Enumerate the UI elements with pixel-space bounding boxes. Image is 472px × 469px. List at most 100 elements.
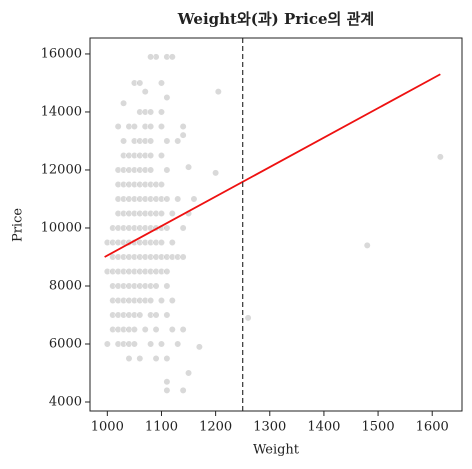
point: [174, 137, 182, 145]
point: [109, 296, 117, 305]
point: [136, 209, 144, 218]
point: [141, 209, 149, 218]
point: [147, 122, 155, 131]
point: [163, 378, 171, 386]
point: [363, 241, 371, 249]
chart-title: Weight와(과) Price의 관계: [177, 10, 374, 28]
point: [163, 195, 171, 203]
point: [179, 224, 187, 232]
point: [119, 282, 128, 290]
point: [125, 180, 133, 189]
point: [152, 253, 160, 261]
point: [103, 267, 111, 276]
point: [141, 180, 149, 189]
point: [119, 311, 128, 319]
point: [136, 354, 144, 363]
point: [147, 253, 155, 261]
point: [130, 151, 139, 160]
point: [147, 209, 155, 218]
point: [168, 209, 176, 218]
point: [136, 166, 144, 174]
point: [168, 325, 176, 334]
point: [141, 108, 149, 116]
y-tick-label: 10000: [41, 220, 82, 235]
point: [130, 340, 139, 348]
point: [152, 325, 160, 334]
point: [141, 122, 149, 131]
point: [130, 267, 139, 276]
point: [136, 238, 144, 247]
point: [195, 343, 203, 351]
point: [163, 166, 171, 174]
x-tick-label: 1100: [145, 420, 178, 435]
point: [157, 195, 166, 203]
point: [179, 253, 187, 261]
point: [152, 311, 160, 319]
point: [157, 209, 166, 218]
point: [114, 340, 122, 348]
x-tick-label: 1400: [307, 420, 340, 435]
point: [147, 340, 155, 348]
point: [119, 137, 128, 145]
point: [157, 108, 166, 116]
point: [174, 340, 182, 348]
point: [119, 166, 128, 174]
point: [157, 238, 166, 247]
point: [214, 88, 222, 96]
point: [136, 108, 144, 116]
point: [130, 282, 139, 290]
point: [114, 325, 122, 334]
point: [130, 137, 139, 145]
point: [114, 253, 122, 261]
point: [114, 267, 122, 276]
point: [125, 282, 133, 290]
point: [168, 296, 176, 305]
x-tick-label: 1000: [91, 420, 124, 435]
point: [147, 137, 155, 145]
point: [125, 296, 133, 305]
point: [119, 195, 128, 203]
point: [119, 151, 128, 160]
point: [130, 325, 139, 334]
point: [179, 122, 187, 131]
point: [141, 238, 149, 247]
point: [114, 224, 122, 232]
point: [136, 253, 144, 261]
point: [119, 180, 128, 189]
point: [109, 253, 117, 261]
point: [119, 325, 128, 334]
point: [109, 282, 117, 290]
point: [119, 340, 128, 348]
point: [114, 296, 122, 305]
point: [147, 53, 155, 61]
point: [125, 354, 133, 363]
point: [163, 93, 171, 102]
point: [109, 325, 117, 334]
point: [163, 386, 171, 395]
point: [136, 267, 144, 276]
point: [147, 238, 155, 247]
point: [141, 296, 149, 305]
point: [141, 325, 149, 334]
point: [103, 238, 111, 247]
x-tick-label: 1200: [199, 420, 232, 435]
point: [168, 53, 176, 61]
point: [130, 79, 139, 87]
point: [190, 195, 198, 203]
y-tick-label: 6000: [49, 336, 82, 351]
point: [163, 137, 171, 145]
point: [141, 88, 149, 96]
point: [130, 122, 139, 131]
point: [119, 253, 128, 261]
point: [163, 311, 171, 319]
point: [119, 224, 128, 232]
point: [147, 180, 155, 189]
point: [152, 53, 160, 61]
point: [163, 267, 171, 276]
point: [147, 282, 155, 290]
point: [147, 267, 155, 276]
point: [119, 99, 128, 107]
point: [184, 369, 193, 377]
point: [136, 224, 144, 232]
